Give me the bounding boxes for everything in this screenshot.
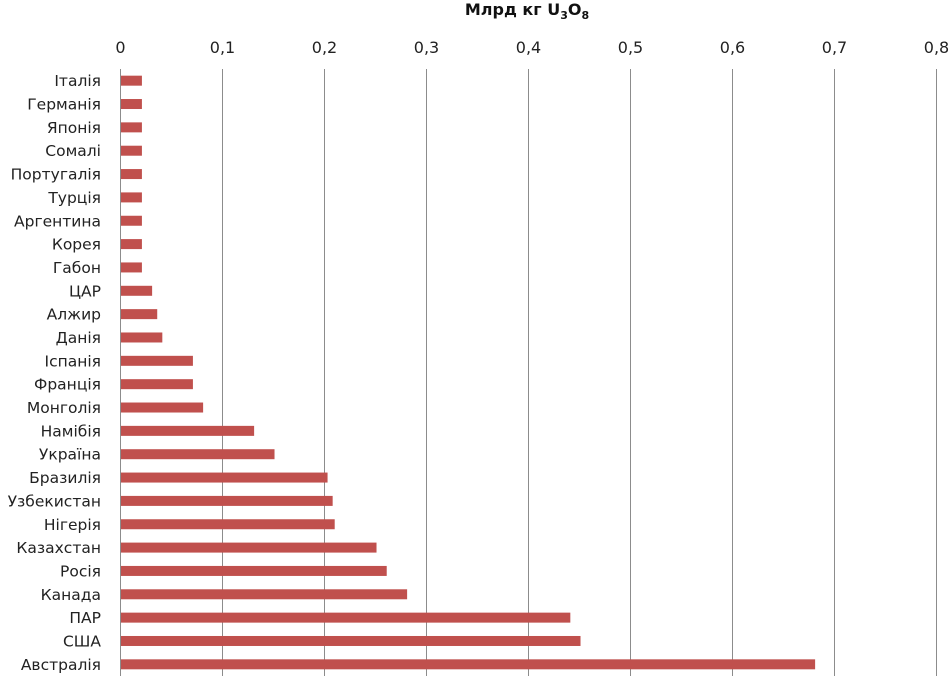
category-label: Бразилія [29,469,101,487]
bar [120,215,142,226]
x-tick-label: 0,4 [516,38,541,57]
bars [120,75,816,670]
bar [120,75,142,86]
bar [120,635,581,646]
bar [120,379,193,390]
bar [120,402,204,413]
category-label: Нігерія [44,516,101,534]
bar [120,169,142,180]
x-tick-label: 0,3 [414,38,439,57]
category-label: Україна [39,446,101,464]
bar [120,519,335,530]
category-labels: Італія Германія Японія Сомалі Португалія Турц… [8,72,102,674]
bar [120,239,142,250]
category-label: Канада [41,586,101,604]
category-label: Узбекистан [8,492,101,510]
category-label: Турція [47,189,101,207]
category-label: Габон [53,259,101,277]
bar [120,542,377,553]
bar [120,495,333,506]
x-tick-label: 0 [115,38,125,57]
grid-lines [222,69,937,676]
bar [120,659,816,670]
category-label: Португалія [11,166,101,184]
bar [120,332,163,343]
category-label: Корея [52,236,101,254]
category-label: Франція [34,376,101,394]
bar [120,192,142,203]
category-label: Намібія [41,422,101,440]
category-label: Данія [56,329,101,347]
x-tick-label: 0,6 [720,38,745,57]
bar [120,612,571,623]
bar [120,589,408,600]
category-label: ПАР [69,609,101,627]
category-label: Італія [54,72,101,90]
category-label: Сомалі [45,142,101,160]
category-label: Австралія [21,656,101,674]
bar [120,122,142,133]
bar [120,565,387,576]
category-label: Японія [47,119,101,137]
category-label: ЦАР [69,282,101,300]
bar [120,355,193,366]
category-label: Монголія [27,399,101,417]
x-tick-label: 0,8 [924,38,949,57]
bar [120,449,275,460]
category-label: Іспанія [45,352,102,370]
category-label: Росія [60,562,101,580]
category-label: США [63,632,101,650]
x-tick-label: 0,7 [822,38,847,57]
x-axis-title: Млрд кг U3O8 [465,0,589,22]
bar [120,285,153,296]
category-label: Германія [27,96,101,114]
bar [120,262,142,273]
x-tick-label: 0,5 [618,38,643,57]
x-tick-label: 0,1 [210,38,235,57]
category-label: Казахстан [16,539,101,557]
bar [120,425,255,436]
bar [120,309,158,320]
bar [120,472,328,483]
bar [120,145,142,156]
bar [120,99,142,110]
category-label: Аргентина [14,212,101,230]
x-tick-labels: 0 0,1 0,2 0,3 0,4 0,5 0,6 0,7 0,8 [115,38,949,57]
x-tick-label: 0,2 [312,38,337,57]
category-label: Алжир [47,306,101,324]
